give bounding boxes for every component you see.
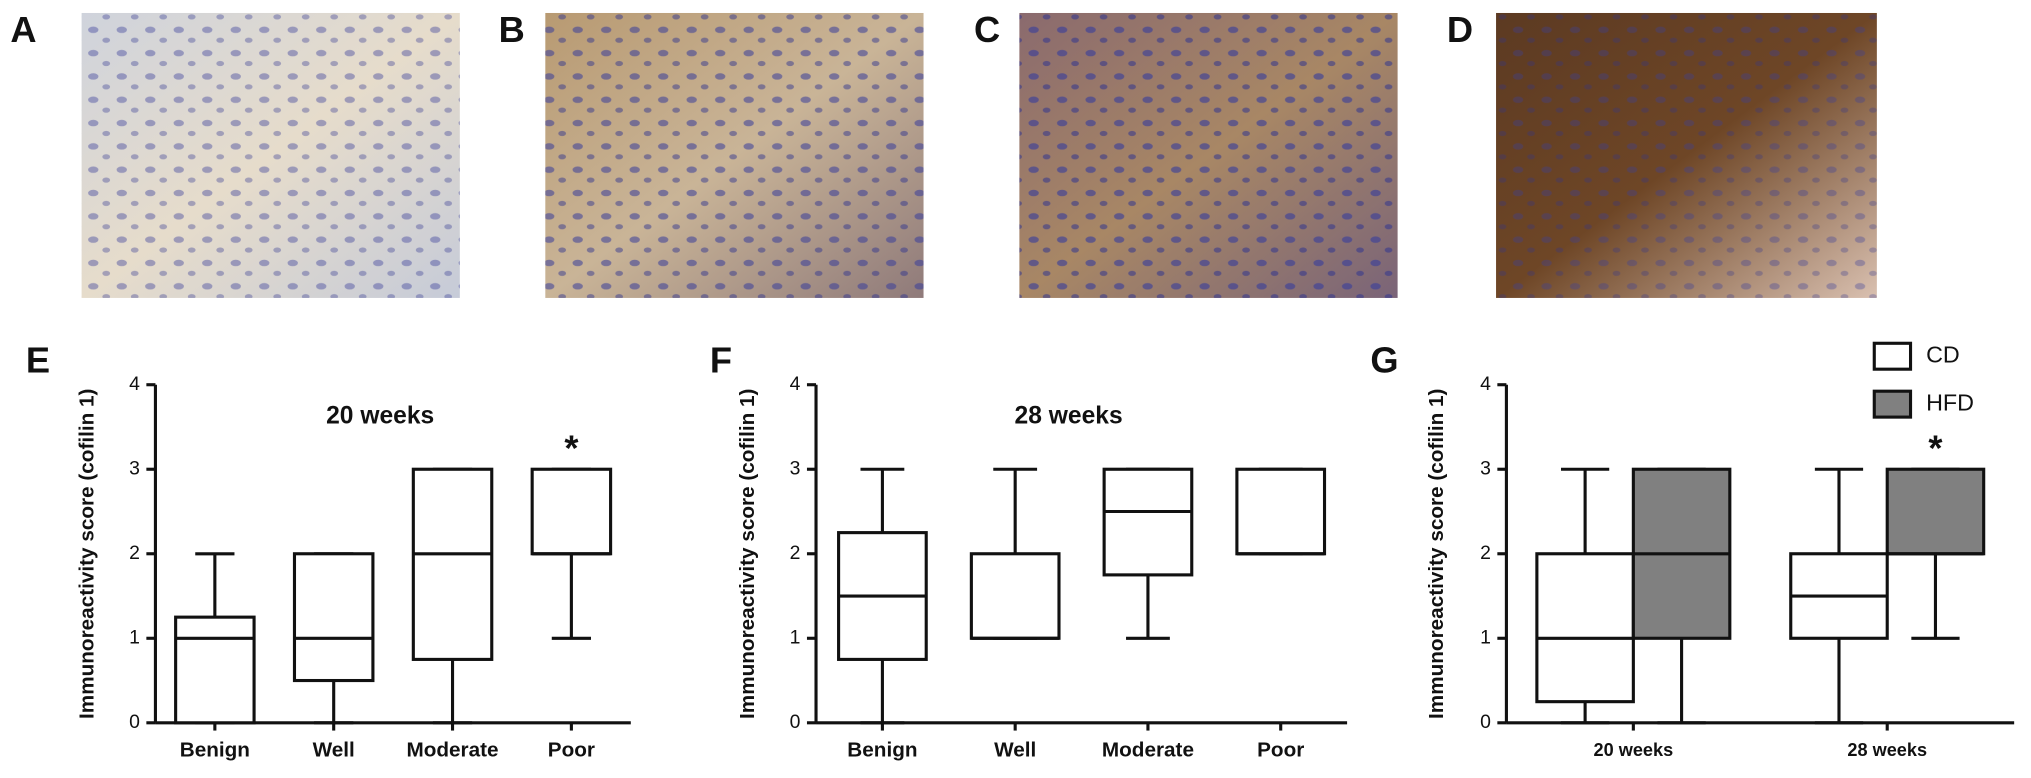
x-tick-label: Poor (548, 739, 595, 762)
panel-label: B (499, 9, 525, 50)
significance-mark: * (1928, 428, 1943, 469)
box (969, 552, 1061, 640)
micrograph-texture (1019, 12, 1398, 298)
y-axis-label: Immunoreactivity score (cofilin 1) (736, 389, 759, 719)
y-tick-label: 2 (129, 542, 140, 564)
y-tick-label: 4 (790, 373, 801, 395)
chart-title: 20 weeks (326, 403, 434, 430)
y-tick-label: 0 (129, 711, 140, 733)
box (411, 467, 494, 661)
x-tick-label: Poor (1257, 739, 1304, 762)
legend-label: CD (1926, 341, 1960, 367)
legend-swatch (1872, 389, 1913, 419)
y-tick-label: 3 (790, 457, 801, 479)
panel-label: E (26, 339, 50, 380)
significance-mark: * (564, 428, 579, 469)
legend-swatch (1872, 341, 1913, 371)
x-tick-label: 20 weeks (1594, 740, 1674, 760)
box (292, 552, 375, 683)
y-tick-label: 1 (1480, 626, 1491, 648)
x-tick-label: Moderate (1102, 739, 1194, 762)
y-tick-label: 0 (1480, 711, 1491, 733)
y-tick-label: 3 (1480, 457, 1491, 479)
y-tick-label: 0 (790, 711, 801, 733)
box (1235, 467, 1327, 556)
micrographs (81, 12, 1877, 298)
y-tick-label: 4 (129, 373, 140, 395)
x-tick-label: Benign (180, 739, 250, 762)
box (1885, 467, 1986, 556)
panel-label: F (710, 339, 732, 380)
x-tick-label: Well (994, 739, 1036, 762)
x-tick-label: Well (313, 739, 355, 762)
y-tick-label: 2 (1480, 542, 1491, 564)
panel-label: G (1370, 339, 1398, 380)
box (1102, 467, 1194, 577)
y-tick-label: 1 (129, 626, 140, 648)
x-tick-label: Benign (847, 739, 917, 762)
panel-label: A (10, 9, 36, 50)
box (174, 615, 256, 725)
panel-label: C (974, 9, 1000, 50)
micrograph-texture (81, 12, 460, 298)
y-tick-label: 3 (129, 457, 140, 479)
x-tick-label: 28 weeks (1847, 740, 1927, 760)
x-tick-label: Moderate (406, 739, 498, 762)
micrograph-texture (545, 12, 924, 298)
box (1535, 552, 1635, 704)
legend-label: HFD (1926, 389, 1974, 415)
chart-title: 28 weeks (1015, 403, 1123, 430)
y-tick-label: 1 (790, 626, 801, 648)
y-tick-label: 4 (1480, 373, 1491, 395)
box (530, 467, 613, 556)
micrograph-texture (1496, 12, 1877, 298)
y-axis-label: Immunoreactivity score (cofilin 1) (1425, 389, 1448, 719)
panel-label: D (1447, 9, 1473, 50)
y-tick-label: 2 (790, 542, 801, 564)
y-axis-label: Immunoreactivity score (cofilin 1) (76, 389, 99, 719)
